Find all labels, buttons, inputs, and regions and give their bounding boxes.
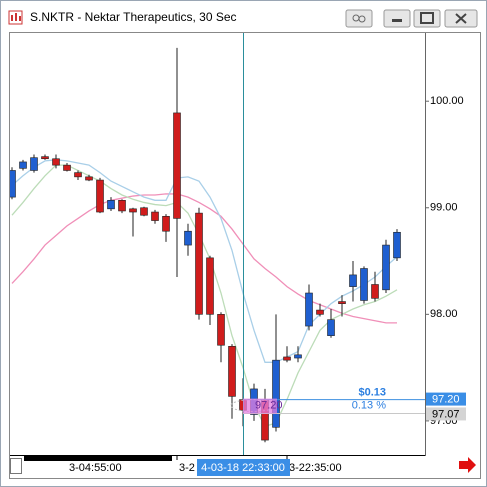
plot-area [10,47,401,443]
x-tick-label: 3-2 [179,462,195,474]
moving-average-line [11,159,398,363]
candle-body [173,112,181,219]
candle-body [10,170,16,198]
scroll-right-arrow[interactable] [459,457,476,473]
crosshair-price-label: 97.20 [432,393,460,405]
candle-body [74,172,82,178]
x-tick-label: 3-04:55:00 [69,462,122,474]
close-button[interactable] [444,9,478,28]
candle-body [52,158,60,166]
link-button[interactable] [345,9,373,28]
candle-body [184,230,192,246]
candle-body [327,319,335,336]
scroll-box[interactable] [10,458,22,474]
app-icon [8,10,23,25]
scroll-bar[interactable] [24,456,172,461]
candle-body [338,301,346,304]
candle-body [294,354,302,359]
measure-change: $0.13 [358,386,386,398]
y-tick-label: 100.00 [430,95,464,107]
candle-body [129,208,137,213]
candle-body [107,200,115,210]
window-title: S.NKTR - Nektar Therapeutics, 30 Sec [30,10,237,24]
crosshair-time-badge [197,459,290,476]
moving-average-line [11,164,398,428]
candle-body [151,211,159,221]
candle-body [349,274,357,287]
candle-body [393,231,401,259]
candle-body [272,359,280,428]
candle-body [217,314,225,346]
crosshair-price-badge [426,392,466,406]
candle-body [118,200,126,212]
candle-body [85,176,93,181]
candle-body [305,292,313,327]
candle-body [371,284,379,299]
candle-body [30,157,38,171]
candle-body [283,356,291,361]
candle-body [360,268,368,301]
candle-body [206,257,214,315]
candle-body [382,244,390,291]
candle-body [140,207,148,216]
crosshair-time-label: 4-03-18 22:33:00 [201,462,285,474]
candle-body [316,309,324,315]
candle-body [162,215,170,232]
measure-box [243,398,277,414]
last-price-badge [426,407,466,421]
maximize-button[interactable] [413,9,441,28]
y-tick-label: 99.00 [430,202,458,214]
candle-body [96,179,104,213]
candle-body [41,156,49,160]
measure-start-label: 97.20 [255,399,283,411]
candle-body [63,164,71,171]
x-tick-label: 3-22:35:00 [289,462,342,474]
moving-average-line [11,193,397,324]
candle-body [195,212,203,315]
last-price-label: 97.07 [432,408,460,420]
candle-body [19,161,27,169]
candle-body [228,346,236,397]
y-tick-label: 98.00 [430,308,458,320]
measure-percent: 0.13 % [352,399,386,411]
minimize-button[interactable] [383,9,411,28]
